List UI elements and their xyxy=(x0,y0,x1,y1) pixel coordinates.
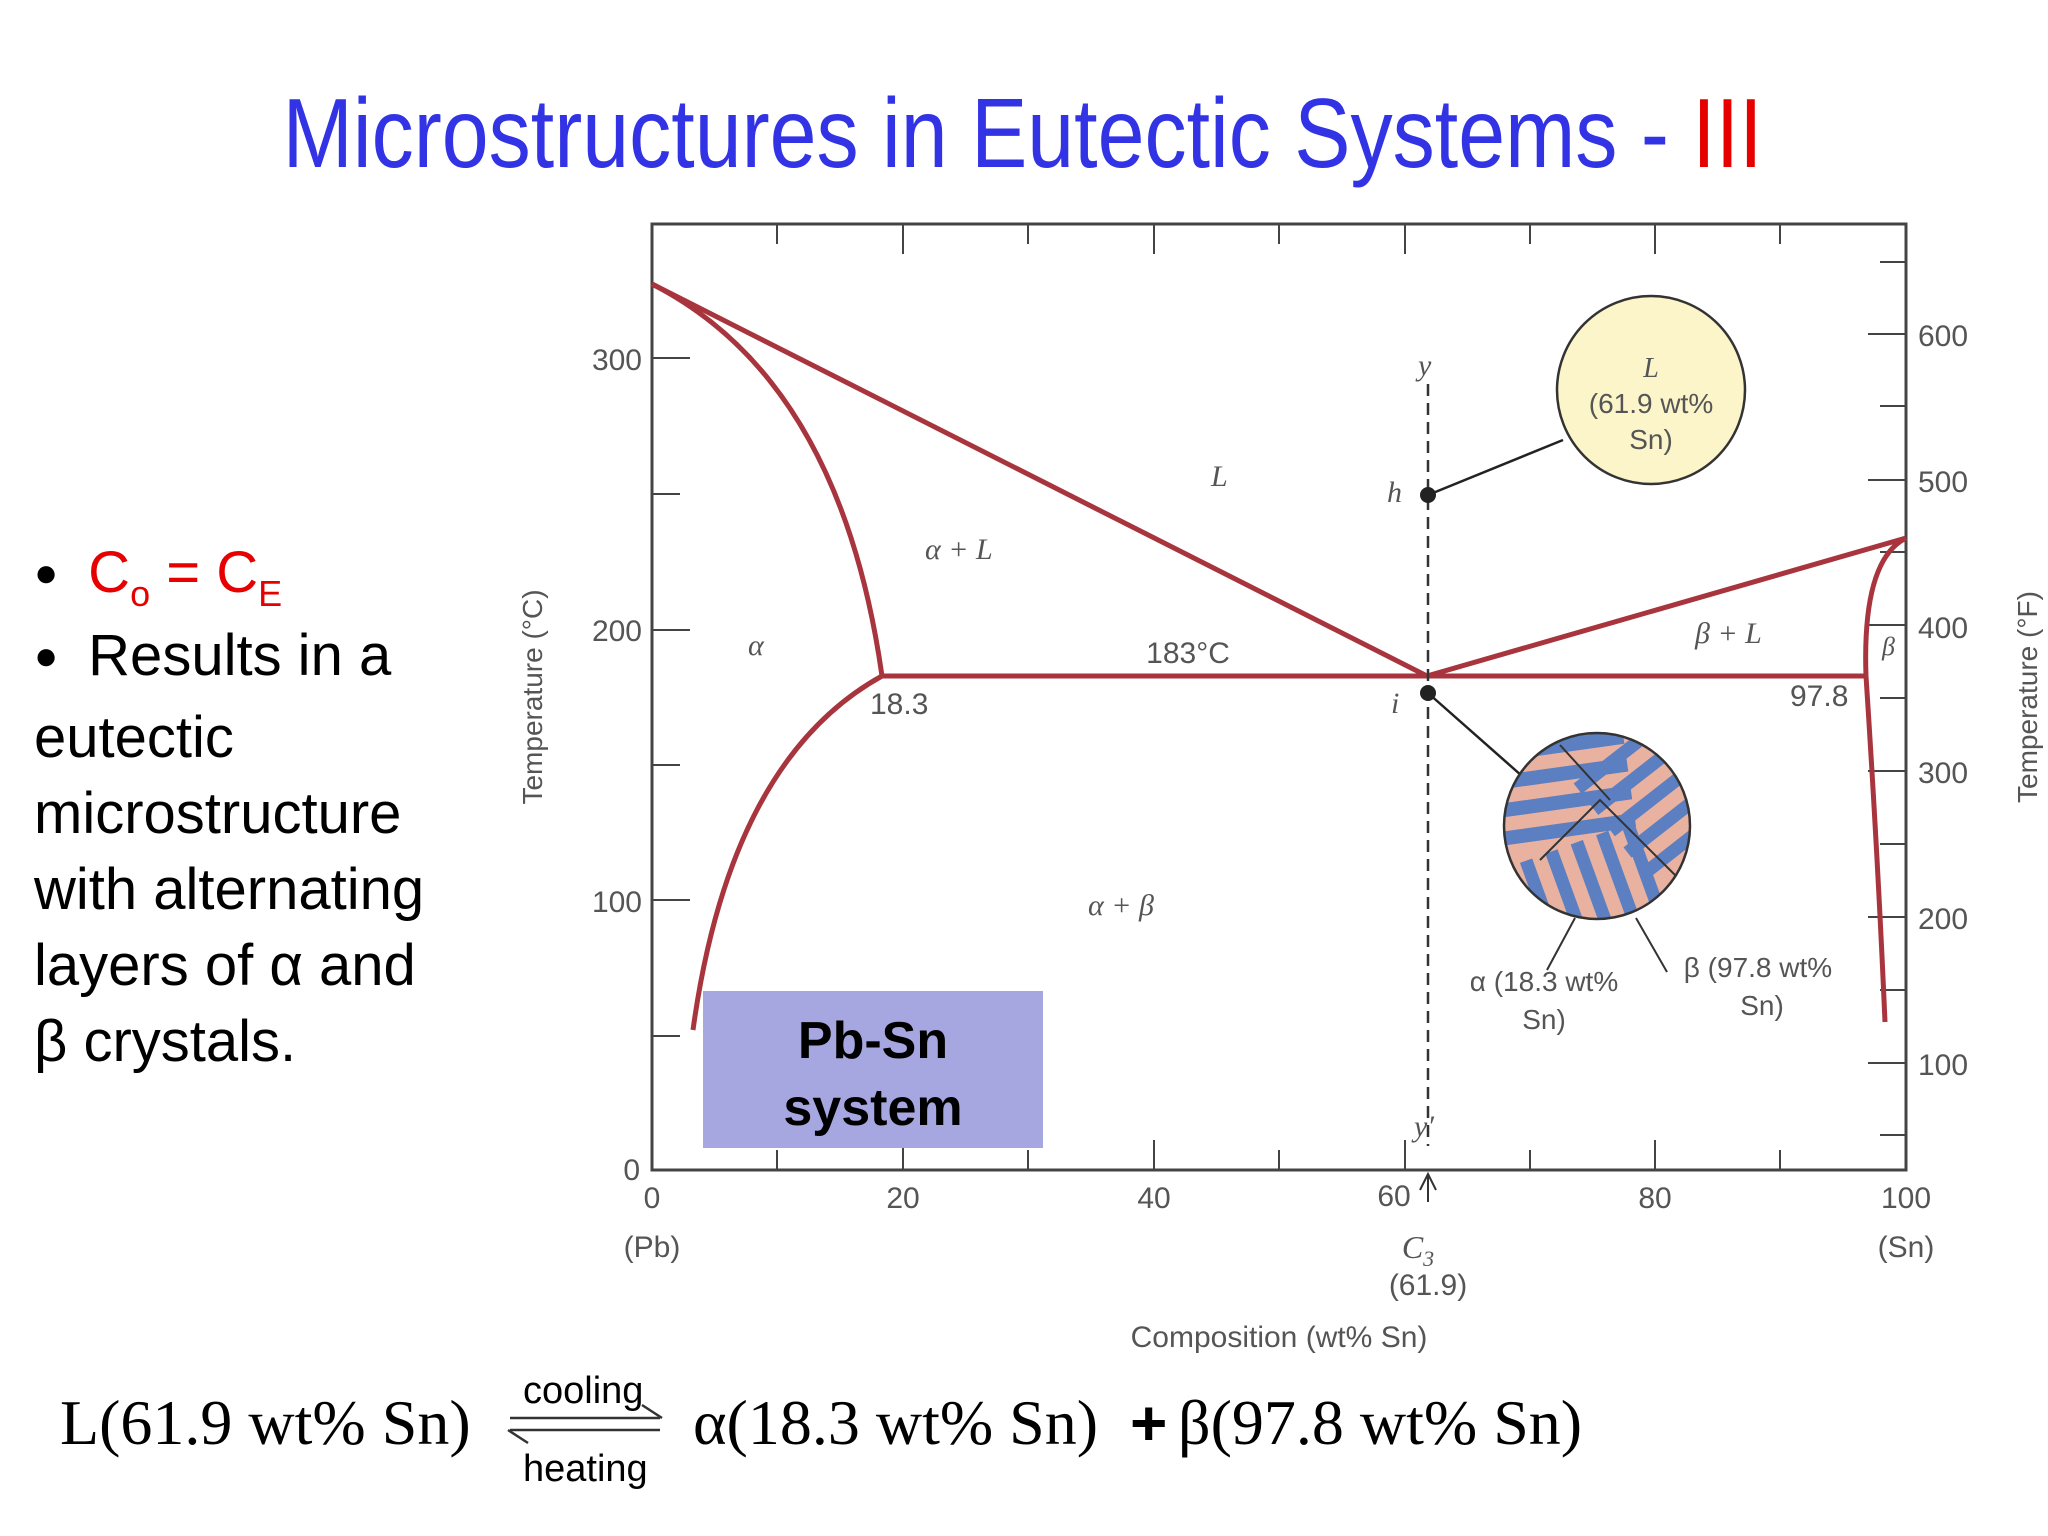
equation-alpha: α(18.3 wt% Sn) xyxy=(693,1387,1099,1458)
bottom-axis-tick-labels: 0 20 40 60 80 100 (Pb) (Sn) xyxy=(624,1180,1935,1264)
y-axis-label: Temperature (°C) xyxy=(517,589,548,804)
x-axis-label: Composition (wt% Sn) xyxy=(1131,1321,1428,1354)
y2-tick-600: 600 xyxy=(1918,320,1968,353)
top-axis-ticks xyxy=(776,224,1781,254)
solidus-beta xyxy=(1863,535,1908,677)
c3-arrow xyxy=(1419,1171,1437,1202)
x-tick-40: 40 xyxy=(1137,1182,1170,1215)
eutectic-temp-label: 183°C xyxy=(1146,637,1230,670)
alpha-phase-label-line-2: Sn) xyxy=(1522,1004,1566,1035)
solidus-alpha xyxy=(650,281,885,677)
equation-plus: + xyxy=(1130,1387,1168,1459)
y2-tick-100: 100 xyxy=(1918,1049,1968,1082)
region-beta-l: β + L xyxy=(1694,617,1762,650)
equation-beta: β(97.8 wt% Sn) xyxy=(1178,1387,1583,1458)
equation-heating-label: heating xyxy=(523,1448,648,1490)
title-numeral: III xyxy=(1692,78,1763,188)
page-title: Microstructures in Eutectic Systems - II… xyxy=(142,84,1903,182)
beta-limit-label: 97.8 xyxy=(1790,680,1848,713)
y2-tick-300: 300 xyxy=(1918,757,1968,790)
y-tick-300: 300 xyxy=(592,344,642,377)
y2-tick-200: 200 xyxy=(1918,903,1968,936)
x-tick-100: 100 xyxy=(1881,1182,1931,1215)
beta-phase-label-line-1: β (97.8 wt% xyxy=(1684,952,1832,983)
phase-boundaries xyxy=(650,281,1908,1031)
right-axis-tick-labels: 100 200 300 400 500 600 xyxy=(1918,320,1968,1082)
eutectic-microstructure xyxy=(1502,731,1692,921)
solvus-beta xyxy=(1863,675,1888,1023)
liquid-circle-l: L xyxy=(1642,353,1659,384)
y2-tick-500: 500 xyxy=(1918,466,1968,499)
bullet-results-line-4: with alternating xyxy=(34,857,425,922)
x-tick-60: 60 xyxy=(1377,1180,1410,1213)
region-alpha-beta: α + β xyxy=(1088,889,1154,922)
region-alpha: α xyxy=(748,629,765,662)
h-leader-line xyxy=(1427,438,1564,497)
bullet-dot: ● xyxy=(34,634,59,678)
region-l: L xyxy=(1210,460,1228,493)
co-c: C xyxy=(88,540,131,605)
x-tick-20: 20 xyxy=(886,1182,919,1215)
co-subscript: o xyxy=(130,573,151,614)
c3-label: C3 xyxy=(1402,1229,1434,1271)
label-h: h xyxy=(1387,476,1402,509)
liquidus-left xyxy=(650,281,1429,679)
eutectic-reaction-equation: L(61.9 wt% Sn) cooling heating α(18.3 wt… xyxy=(60,1370,1760,1502)
c3-value: (61.9) xyxy=(1389,1269,1467,1302)
bullet-results-line-5: layers of α and xyxy=(34,933,416,998)
system-box-line-2: system xyxy=(783,1079,962,1137)
alpha-limit-label: 18.3 xyxy=(870,688,928,721)
x-end-label-sn: (Sn) xyxy=(1878,1231,1935,1264)
bullet-co-equals-ce: ● Co = CE xyxy=(34,535,484,618)
bullet-results-line-3: microstructure xyxy=(34,781,402,846)
left-axis-ticks xyxy=(652,357,690,1037)
y-tick-100: 100 xyxy=(592,886,642,919)
beta-phase-pointer xyxy=(1635,917,1668,973)
region-alpha-l: α + L xyxy=(925,533,993,566)
point-labels: y y′ h i xyxy=(1387,349,1434,1143)
equilibrium-arrow-icon xyxy=(507,1403,663,1445)
x-tick-0: 0 xyxy=(644,1182,661,1215)
bottom-axis-ticks xyxy=(776,1140,1781,1170)
alpha-phase-pointer xyxy=(1546,917,1576,971)
ce-c: = C xyxy=(150,540,259,605)
region-beta: β xyxy=(1881,632,1895,661)
bullet-results-line-6: β crystals. xyxy=(34,1009,297,1074)
solvus-alpha xyxy=(690,673,884,1031)
y2-tick-400: 400 xyxy=(1918,612,1968,645)
y-tick-200: 200 xyxy=(592,615,642,648)
liquidus-right xyxy=(1426,535,1907,679)
equation-cooling-label: cooling xyxy=(523,1370,644,1412)
label-y: y xyxy=(1415,349,1432,382)
x-tick-80: 80 xyxy=(1638,1182,1671,1215)
liquid-circle xyxy=(1555,294,1747,486)
left-axis-tick-labels: 0 100 200 300 xyxy=(592,344,642,1187)
right-axis-ticks xyxy=(1868,261,1906,1136)
region-labels: L α + L α β + L β α + β xyxy=(748,460,1895,922)
bullet-results-line-2: eutectic xyxy=(34,705,234,770)
alpha-phase-label-line-1: α (18.3 wt% xyxy=(1470,966,1618,997)
bullet-results-first-line: Results in a xyxy=(88,623,392,688)
y2-axis-label: Temperature (°F) xyxy=(2012,591,2043,803)
bullet-dot: ● xyxy=(34,551,59,595)
co-equals-ce-text: Co = CE xyxy=(88,540,282,614)
system-box xyxy=(703,991,1043,1148)
i-leader-line xyxy=(1427,692,1523,777)
ce-subscript: E xyxy=(258,573,283,614)
label-i: i xyxy=(1391,687,1399,720)
equation-left: L(61.9 wt% Sn) xyxy=(60,1387,471,1458)
y-tick-0: 0 xyxy=(623,1154,640,1187)
bullet-results: ● Results in a xyxy=(34,618,484,700)
beta-phase-label-line-2: Sn) xyxy=(1740,990,1784,1021)
system-box-line-1: Pb-Sn xyxy=(798,1012,948,1070)
label-y-prime: y′ xyxy=(1411,1110,1434,1143)
title-main: Microstructures in Eutectic Systems - xyxy=(282,78,1693,188)
bullet-list: ● Co = CE ● Results in a eutectic microstr… xyxy=(34,535,484,1080)
liquid-circle-sn: Sn) xyxy=(1629,424,1673,455)
x-end-label-pb: (Pb) xyxy=(624,1231,681,1264)
liquid-circle-composition: (61.9 wt% xyxy=(1589,388,1714,419)
